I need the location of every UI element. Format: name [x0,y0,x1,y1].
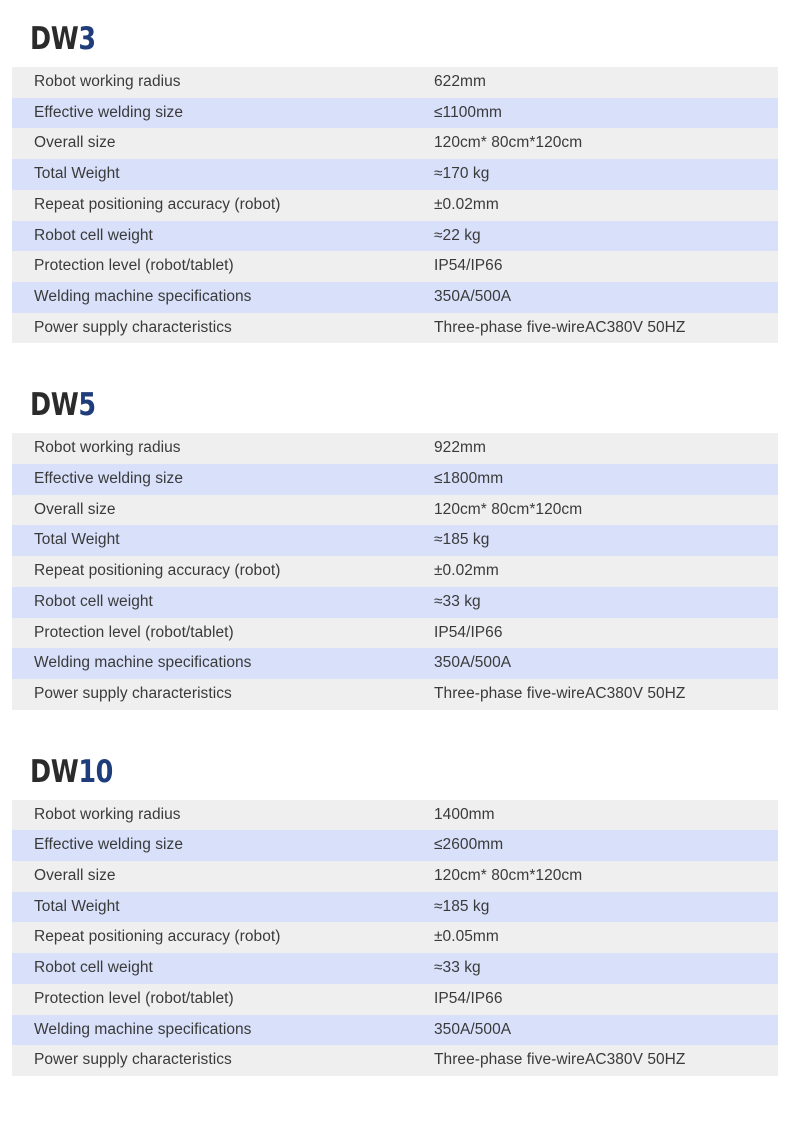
spec-table-dw5: Robot working radius 922mm Effective wel… [12,433,778,710]
spec-value: ≤1100mm [434,97,778,129]
spec-value: 120cm* 80cm*120cm [434,128,778,160]
spec-label: Robot working radius [12,433,434,465]
spec-value: IP54/IP66 [434,617,778,649]
spec-label: Power supply characteristics [12,678,434,710]
spec-label: Robot working radius [12,799,434,831]
table-row: Effective welding size ≤2600mm [12,830,778,862]
spec-value: Three-phase five-wireAC380V 50HZ [434,312,778,344]
table-row: Repeat positioning accuracy (robot) ±0.0… [12,189,778,221]
table-row: Overall size 120cm* 80cm*120cm [12,128,778,160]
spec-label: Repeat positioning accuracy (robot) [12,556,434,587]
spec-label: Overall size [12,128,434,160]
table-row: Power supply characteristics Three-phase… [12,678,778,710]
spec-value: ≤2600mm [434,830,778,862]
spec-label: Protection level (robot/tablet) [12,617,434,649]
model-heading-prefix: DW [30,387,79,424]
table-row: Power supply characteristics Three-phase… [12,1045,778,1076]
spec-value: ±0.02mm [434,556,778,587]
spec-value: ±0.02mm [434,189,778,221]
model-heading-suffix: 3 [78,21,96,57]
spec-label: Robot working radius [12,67,434,98]
spec-value: 622mm [434,67,778,98]
table-row: Power supply characteristics Three-phase… [12,312,778,344]
spec-value: ≈170 kg [434,159,778,190]
spec-value: 350A/500A [434,648,778,679]
spec-value: 350A/500A [434,1014,778,1046]
spec-value: ≈33 kg [434,953,778,984]
spec-label: Welding machine specifications [12,281,434,313]
spec-label: Effective welding size [12,464,434,495]
spec-value: ≈185 kg [434,525,778,557]
table-row: Robot cell weight ≈22 kg [12,220,778,252]
spec-value: ≈22 kg [434,220,778,252]
spec-value: ±0.05mm [434,922,778,954]
table-row: Protection level (robot/tablet) IP54/IP6… [12,251,778,282]
spec-block-dw3: DW3 Robot working radius 622mm Effective… [0,0,790,344]
model-heading-prefix: DW [30,21,79,57]
spec-block-dw5: DW5 Robot working radius 922mm Effective… [0,343,790,710]
spec-label: Protection level (robot/tablet) [12,983,434,1015]
table-row: Welding machine specifications 350A/500A [12,1014,778,1046]
table-row: Total Weight ≈170 kg [12,159,778,190]
table-row: Overall size 120cm* 80cm*120cm [12,494,778,526]
spec-label: Effective welding size [12,97,434,129]
model-heading-suffix: 5 [78,387,96,424]
spec-label: Welding machine specifications [12,648,434,679]
spec-label: Robot cell weight [12,953,434,984]
spec-label: Protection level (robot/tablet) [12,251,434,282]
spec-value: ≈33 kg [434,586,778,618]
spec-label: Robot cell weight [12,586,434,618]
spec-value: IP54/IP66 [434,251,778,282]
spec-value: Three-phase five-wireAC380V 50HZ [434,1045,778,1076]
spec-label: Repeat positioning accuracy (robot) [12,189,434,221]
model-heading-prefix: DW [30,753,79,790]
spec-label: Power supply characteristics [12,1045,434,1076]
spec-value: 922mm [434,433,778,465]
spec-label: Robot cell weight [12,220,434,252]
table-row: Effective welding size ≤1100mm [12,97,778,129]
table-row: Protection level (robot/tablet) IP54/IP6… [12,617,778,649]
spec-label: Welding machine specifications [12,1014,434,1046]
model-heading-dw5: DW5 [30,390,653,421]
table-row: Effective welding size ≤1800mm [12,464,778,495]
spec-label: Total Weight [12,525,434,557]
spec-value: 350A/500A [434,281,778,313]
table-row: Total Weight ≈185 kg [12,891,778,923]
table-row: Protection level (robot/tablet) IP54/IP6… [12,983,778,1015]
table-row: Repeat positioning accuracy (robot) ±0.0… [12,556,778,587]
table-row: Robot cell weight ≈33 kg [12,953,778,984]
spec-value: IP54/IP66 [434,983,778,1015]
spec-label: Power supply characteristics [12,312,434,344]
model-heading-dw10: DW10 [30,753,653,790]
spec-value: ≈185 kg [434,891,778,923]
spec-label: Repeat positioning accuracy (robot) [12,922,434,954]
spec-value: 1400mm [434,799,778,831]
model-heading-dw3: DW3 [30,24,653,55]
model-heading-suffix: 10 [78,753,113,790]
spec-label: Effective welding size [12,830,434,862]
spec-label: Total Weight [12,891,434,923]
table-row: Repeat positioning accuracy (robot) ±0.0… [12,922,778,954]
spec-label: Overall size [12,861,434,892]
table-row: Robot cell weight ≈33 kg [12,586,778,618]
table-row: Robot working radius 922mm [12,433,778,465]
table-row: Welding machine specifications 350A/500A [12,648,778,679]
spec-value: 120cm* 80cm*120cm [434,861,778,892]
table-row: Total Weight ≈185 kg [12,525,778,557]
table-row: Robot working radius 622mm [12,67,778,98]
spec-value: ≤1800mm [434,464,778,495]
spec-value: Three-phase five-wireAC380V 50HZ [434,678,778,710]
spec-label: Total Weight [12,159,434,190]
spec-table-dw3: Robot working radius 622mm Effective wel… [12,67,778,344]
table-row: Overall size 120cm* 80cm*120cm [12,861,778,892]
spec-table-dw10: Robot working radius 1400mm Effective we… [12,799,778,1076]
spec-label: Overall size [12,494,434,526]
spec-value: 120cm* 80cm*120cm [434,494,778,526]
table-row: Welding machine specifications 350A/500A [12,281,778,313]
spec-block-dw10: DW10 Robot working radius 1400mm Effecti… [0,710,790,1076]
table-row: Robot working radius 1400mm [12,799,778,831]
